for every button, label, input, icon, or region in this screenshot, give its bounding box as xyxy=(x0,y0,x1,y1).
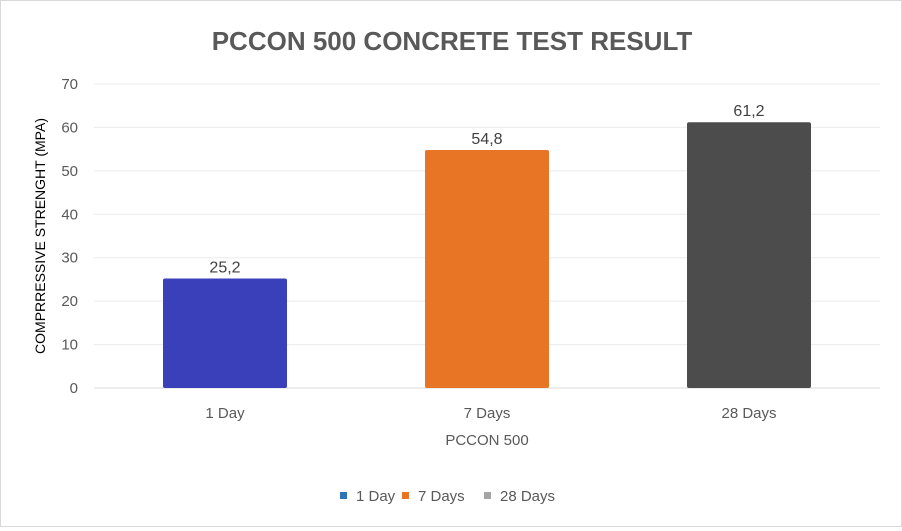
y-tick-label: 50 xyxy=(61,163,78,180)
data-labels: 25,2 54,8 61,2 xyxy=(209,103,764,276)
bars xyxy=(163,122,811,389)
x-axis-ticks: 1 Day 7 Days 28 Days xyxy=(205,405,776,422)
y-tick-label: 30 xyxy=(61,250,78,267)
y-tick-label: 40 xyxy=(61,206,78,223)
legend: 1 Day 7 Days 28 Days xyxy=(340,488,555,505)
x-tick-label: 28 Days xyxy=(721,405,776,422)
x-tick-label: 7 Days xyxy=(464,405,511,422)
bar-7-days xyxy=(425,150,549,388)
data-label: 61,2 xyxy=(733,103,764,120)
legend-label: 7 Days xyxy=(418,488,465,505)
chart-title: PCCON 500 CONCRETE TEST RESULT xyxy=(212,26,693,56)
y-tick-label: 0 xyxy=(70,380,78,397)
y-tick-label: 60 xyxy=(61,119,78,136)
legend-swatch xyxy=(402,492,409,499)
bar-1-day xyxy=(163,278,287,388)
y-axis-ticks: 0 10 20 30 40 50 60 70 xyxy=(61,76,78,397)
bar-28-days xyxy=(687,122,811,389)
y-tick-label: 70 xyxy=(61,76,78,93)
x-axis-label: PCCON 500 xyxy=(445,432,528,449)
legend-label: 1 Day xyxy=(356,488,396,505)
data-label: 25,2 xyxy=(209,260,240,277)
legend-swatch xyxy=(340,492,347,499)
y-axis-label: COMPRRESSIVE STRENGHT (MPA) xyxy=(32,118,48,354)
y-tick-label: 20 xyxy=(61,293,78,310)
data-label: 54,8 xyxy=(471,131,502,148)
x-tick-label: 1 Day xyxy=(205,405,245,422)
legend-swatch xyxy=(484,492,491,499)
y-tick-label: 10 xyxy=(61,337,78,354)
legend-label: 28 Days xyxy=(500,488,555,505)
